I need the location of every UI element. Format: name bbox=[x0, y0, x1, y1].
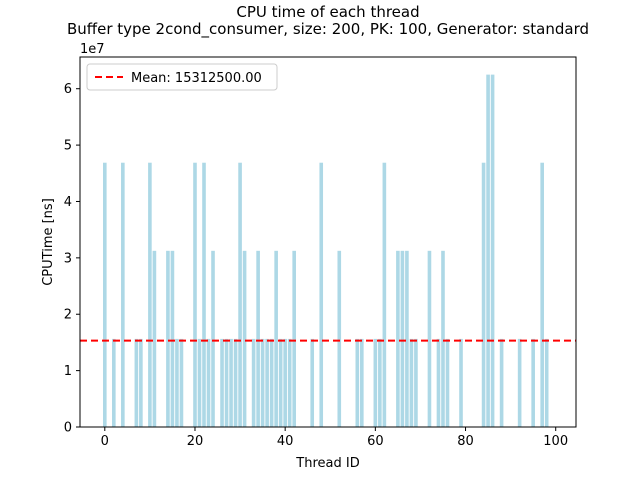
bar-thread-39 bbox=[278, 338, 283, 427]
bar-thread-88 bbox=[499, 338, 504, 427]
bar-thread-24 bbox=[211, 250, 215, 427]
x-axis-label: Thread ID bbox=[295, 456, 359, 471]
y-scale-label: 1e7 bbox=[80, 42, 105, 57]
bar-thread-48 bbox=[319, 162, 324, 427]
y-axis-label: CPUTime [ns] bbox=[41, 198, 56, 286]
bar-thread-11 bbox=[152, 250, 157, 427]
bar-thread-67 bbox=[405, 250, 409, 427]
bar-thread-75 bbox=[441, 250, 445, 427]
bar-thread-68 bbox=[409, 338, 414, 427]
bar-thread-2 bbox=[112, 338, 116, 427]
bar-thread-57 bbox=[360, 338, 364, 427]
bar-thread-29 bbox=[233, 338, 238, 427]
chart-subtitle: Buffer type 2cond_consumer, size: 200, P… bbox=[67, 20, 589, 39]
bar-thread-86 bbox=[490, 74, 495, 428]
x-axis-ticks: 0 20 40 60 80 100 bbox=[101, 427, 568, 449]
bar-thread-4 bbox=[121, 162, 125, 427]
bar-thread-7 bbox=[134, 338, 139, 427]
y-tick-label: 3 bbox=[64, 251, 72, 266]
bar-thread-22 bbox=[202, 162, 206, 427]
bar-thread-98 bbox=[544, 338, 549, 427]
bar-thread-28 bbox=[229, 338, 233, 427]
bar-thread-74 bbox=[436, 338, 441, 427]
bar-thread-62 bbox=[382, 162, 387, 427]
bar-thread-38 bbox=[274, 250, 278, 427]
bar-thread-30 bbox=[238, 162, 242, 427]
bar-thread-60 bbox=[373, 338, 378, 427]
bar-thread-41 bbox=[287, 338, 292, 427]
bar-thread-76 bbox=[445, 338, 450, 427]
y-tick-label: 4 bbox=[64, 195, 72, 210]
bar-thread-8 bbox=[139, 338, 143, 427]
bar-thread-97 bbox=[540, 162, 544, 427]
x-tick-label: 40 bbox=[277, 434, 294, 449]
bar-thread-84 bbox=[481, 162, 486, 427]
bar-thread-40 bbox=[283, 338, 287, 427]
bar-thread-52 bbox=[337, 250, 342, 427]
bar-thread-92 bbox=[517, 338, 522, 427]
bars bbox=[103, 74, 549, 428]
legend: Mean: 15312500.00 bbox=[86, 63, 278, 91]
y-tick-label: 1 bbox=[64, 364, 72, 379]
x-tick-label: 20 bbox=[187, 434, 204, 449]
bar-thread-21 bbox=[197, 338, 202, 427]
bar-thread-56 bbox=[355, 338, 360, 427]
bar-thread-23 bbox=[206, 338, 211, 427]
legend-box bbox=[86, 63, 278, 91]
bar-thread-69 bbox=[414, 338, 418, 427]
bar-thread-36 bbox=[265, 338, 269, 427]
bar-thread-15 bbox=[170, 250, 175, 427]
bar-thread-85 bbox=[486, 74, 490, 428]
bar-thread-46 bbox=[310, 338, 315, 427]
x-tick-label: 60 bbox=[367, 434, 384, 449]
x-tick-label: 80 bbox=[457, 434, 474, 449]
y-tick-label: 6 bbox=[64, 82, 72, 97]
bar-thread-33 bbox=[251, 338, 256, 427]
bar-thread-20 bbox=[193, 162, 197, 427]
bar-thread-17 bbox=[179, 338, 184, 427]
y-tick-label: 0 bbox=[64, 421, 72, 436]
y-tick-label: 5 bbox=[64, 139, 72, 154]
plot-frame bbox=[79, 56, 577, 428]
legend-mean-label: Mean: 15312500.00 bbox=[131, 71, 262, 86]
bar-thread-79 bbox=[459, 338, 463, 427]
bar-thread-0 bbox=[103, 162, 107, 427]
bar-thread-37 bbox=[269, 338, 274, 427]
bar-thread-66 bbox=[400, 250, 405, 427]
bar-thread-14 bbox=[166, 250, 170, 427]
bar-thread-61 bbox=[378, 338, 382, 427]
bar-thread-31 bbox=[242, 250, 247, 427]
y-axis-ticks: 0 1 2 3 4 5 6 bbox=[64, 82, 80, 436]
y-tick-label: 2 bbox=[64, 308, 72, 323]
bar-thread-26 bbox=[220, 338, 224, 427]
bar-thread-27 bbox=[224, 338, 229, 427]
bar-thread-42 bbox=[292, 250, 296, 427]
bar-thread-35 bbox=[260, 338, 265, 427]
x-tick-label: 0 bbox=[101, 434, 109, 449]
x-tick-label: 100 bbox=[543, 434, 568, 449]
bar-thread-65 bbox=[396, 250, 400, 427]
bar-thread-10 bbox=[148, 162, 152, 427]
bar-thread-16 bbox=[175, 338, 179, 427]
bar-thread-34 bbox=[256, 250, 260, 427]
chart-title: CPU time of each thread bbox=[236, 3, 419, 21]
bar-thread-72 bbox=[427, 250, 432, 427]
bar-thread-95 bbox=[531, 338, 535, 427]
